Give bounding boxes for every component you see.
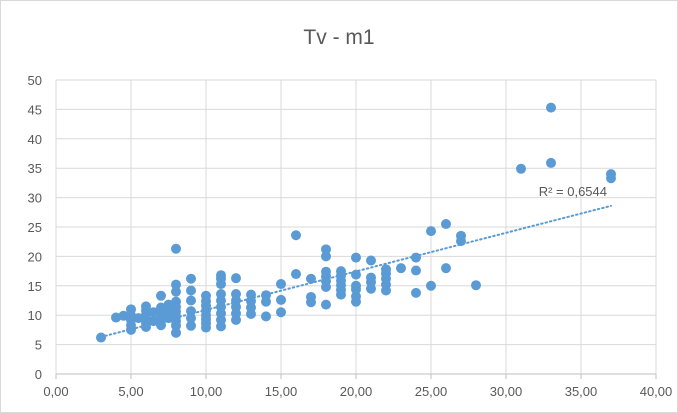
data-point (276, 279, 286, 290)
data-point (516, 163, 526, 174)
data-point (186, 285, 196, 296)
data-point (306, 291, 316, 302)
data-point (96, 332, 106, 343)
data-point (366, 255, 376, 266)
x-tick-label: 35,00 (565, 384, 598, 399)
y-tick-label: 40 (28, 132, 42, 147)
data-point (426, 226, 436, 237)
y-tick-label: 25 (28, 220, 42, 235)
data-point (441, 219, 451, 230)
data-point (381, 264, 391, 275)
y-tick-label: 0 (35, 367, 42, 382)
data-point (186, 273, 196, 284)
data-point (306, 273, 316, 284)
data-point (201, 290, 211, 301)
x-tick-label: 15,00 (265, 384, 298, 399)
data-point (366, 272, 376, 283)
x-tick-label: 30,00 (490, 384, 523, 399)
y-tick-label: 5 (35, 338, 42, 353)
data-point (351, 291, 361, 302)
data-point (118, 310, 129, 321)
x-tick-label: 40,00 (640, 384, 673, 399)
data-point (133, 313, 144, 324)
y-tick-label: 15 (28, 279, 42, 294)
axes (55, 373, 657, 379)
x-tick-label: 0,00 (43, 384, 68, 399)
data-point (411, 265, 421, 276)
data-point (321, 244, 331, 255)
data-point (216, 289, 226, 300)
data-point (186, 313, 196, 324)
data-point (291, 269, 301, 280)
data-point (156, 290, 166, 301)
data-point (186, 320, 196, 331)
chart-title: Tv - m1 (303, 26, 375, 49)
data-point (411, 287, 421, 298)
data-points (96, 102, 616, 343)
data-point (276, 294, 286, 305)
data-point (261, 290, 271, 301)
data-point (186, 295, 196, 306)
data-point (148, 316, 159, 327)
y-tick-label: 10 (28, 308, 42, 323)
data-point (148, 307, 159, 318)
y-tick-label: 20 (28, 249, 42, 264)
data-point (351, 280, 361, 291)
data-point (163, 313, 174, 324)
data-point (411, 252, 421, 263)
data-point (171, 327, 181, 338)
data-point (261, 311, 271, 322)
data-point (456, 230, 466, 241)
data-point (276, 307, 286, 318)
x-tick-label: 25,00 (415, 384, 448, 399)
data-point (171, 286, 181, 297)
data-point (321, 266, 331, 277)
data-point (351, 252, 361, 263)
data-point (126, 304, 136, 315)
y-tick-label: 45 (28, 102, 42, 117)
y-tick-label: 30 (28, 191, 42, 206)
data-point (216, 270, 226, 281)
data-point (321, 299, 331, 310)
data-point (186, 306, 196, 317)
data-point (171, 296, 181, 307)
data-point (426, 280, 436, 291)
data-point (396, 263, 406, 274)
x-tick-label: 5,00 (118, 384, 143, 399)
data-point (231, 273, 241, 284)
data-point (111, 312, 121, 323)
data-point (471, 280, 481, 291)
data-point (321, 251, 331, 262)
data-point (351, 269, 361, 280)
tick-labels: 0 5 10 15 20 25 30 35 40 45 50 0,00 5,00 10,00 15,00 20… (28, 73, 673, 399)
x-tick-label: 20,00 (340, 384, 373, 399)
data-point (546, 102, 556, 113)
data-point (171, 243, 181, 254)
y-tick-label: 35 (28, 161, 42, 176)
data-point (336, 266, 346, 277)
x-tick-label: 10,00 (190, 384, 223, 399)
r-squared-label: R² = 0,6544 (539, 184, 607, 199)
data-point (441, 263, 451, 274)
y-tick-label: 50 (28, 73, 42, 88)
data-point (141, 301, 151, 312)
data-point (231, 289, 241, 300)
gridlines (55, 79, 657, 374)
data-point (606, 169, 616, 180)
data-point (246, 289, 256, 300)
data-point (156, 302, 166, 313)
data-point (171, 279, 181, 290)
data-point (291, 230, 301, 241)
data-point (163, 299, 174, 310)
data-point (546, 157, 556, 168)
